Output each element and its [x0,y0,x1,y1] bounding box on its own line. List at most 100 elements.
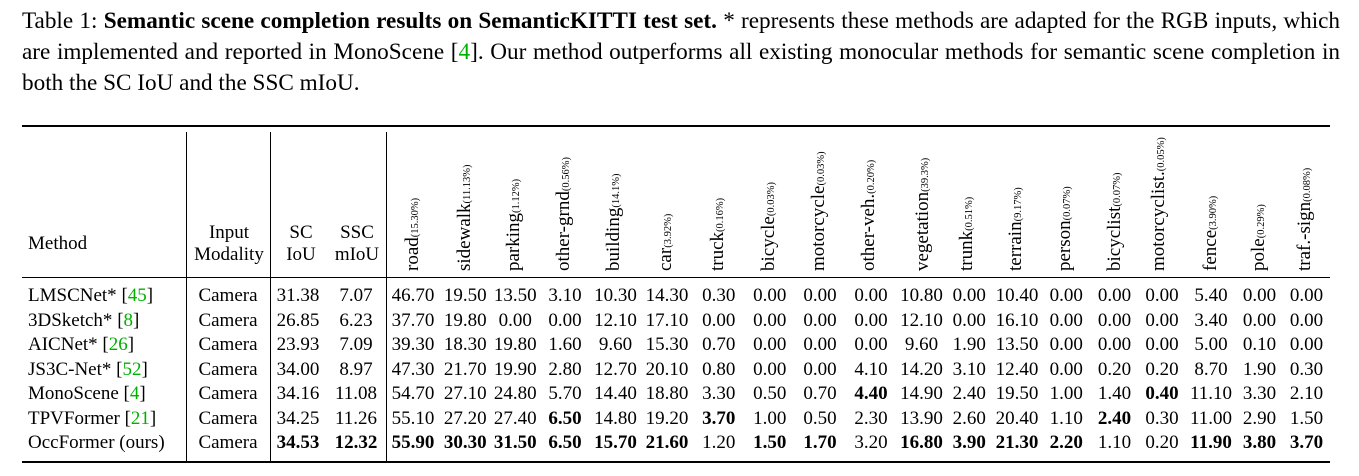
method-cell: JS3C-Net* [52] [28,358,148,380]
class-iou-cell: 1.50 [753,432,787,453]
modality-cell: Camera [198,432,258,453]
class-iou-cell: 0.00 [753,309,787,331]
caption-text-tail: ]. Our method outperforms all existing m… [22,39,1340,96]
class-name: motorcycle [808,185,829,271]
table-row: 3DSketch* [8] Camera 26.85 6.23 37.70 19.80 0.… [22,309,1330,334]
class-percentage: (0.16%) [715,197,726,232]
class-iou-cell: 14.40 [594,383,637,404]
class-iou-cell: 14.30 [645,285,689,306]
class-iou-cell: 0.10 [1242,334,1277,355]
class-name: bicycle [758,216,779,271]
class-iou-cell: 37.70 [391,309,435,331]
class-name: other-veh. [858,193,879,271]
class-iou-cell: 0.30 [1289,358,1324,380]
class-iou-cell: 2.60 [952,407,986,429]
sc-iou-cell: 34.53 [276,432,320,453]
class-iou-cell: 12.40 [995,358,1039,380]
class-iou-cell: 16.80 [900,432,943,453]
class-iou-cell: 0.00 [1049,309,1083,331]
class-iou-cell: 19.50 [443,285,487,306]
table-row: AICNet* [26] Camera 23.93 7.09 39.30 18.30 19.… [22,333,1330,358]
class-name: person [1054,220,1075,271]
sc-iou-cell: 26.85 [276,309,320,331]
class-name: other-grnd [553,191,574,271]
class-name: vegetation [912,191,933,271]
class-iou-cell: 19.50 [995,383,1039,404]
class-percentage: (9.17%) [1013,187,1024,222]
class-iou-cell: 0.20 [1097,358,1132,380]
class-iou-cell: 15.30 [645,334,689,355]
class-iou-cell: 31.50 [493,432,537,453]
class-percentage: (0.03%) [766,182,777,217]
class-iou-cell: 12.70 [594,358,637,380]
class-name: building [603,207,624,271]
citation-link[interactable]: 52 [122,358,142,380]
class-iou-cell: 54.70 [391,383,435,404]
class-name: truck [707,231,728,271]
citation-link[interactable]: 4 [129,383,140,404]
class-iou-cell: 3.90 [952,432,986,453]
class-iou-cell: 27.20 [443,407,487,429]
class-percentage: (0.20%) [866,159,877,194]
class-iou-cell: 1.10 [1097,432,1132,453]
citation-link[interactable]: 45 [127,285,147,306]
class-iou-cell: 0.00 [1049,334,1083,355]
caption-title: Semantic scene completion results on Sem… [103,8,717,34]
class-iou-cell: 0.00 [952,285,986,306]
class-iou-cell: 0.00 [803,334,837,355]
class-iou-cell: 3.10 [952,358,986,380]
header-rule [22,277,1330,279]
method-cell: TPVFormer [21] [28,407,157,429]
class-iou-cell: 0.00 [1289,285,1324,306]
class-iou-cell: 11.10 [1189,383,1233,404]
class-percentage: (0.07%) [1112,172,1123,207]
class-iou-cell: 2.90 [1242,407,1277,429]
class-percentage: (39.3%) [920,157,931,192]
caption-ref-link[interactable]: 4 [458,39,471,65]
class-iou-cell: 1.00 [1049,383,1083,404]
class-iou-cell: 0.00 [1049,358,1083,380]
class-iou-cell: 0.70 [803,383,837,404]
ssc-miou-cell: 6.23 [339,309,373,331]
class-iou-cell: 2.30 [854,407,888,429]
class-iou-cell: 1.90 [952,334,986,355]
class-percentage: (1.12%) [511,178,522,213]
class-iou-cell: 5.00 [1194,334,1228,355]
class-iou-cell: 14.90 [900,383,943,404]
class-iou-cell: 14.20 [900,358,943,380]
class-iou-cell: 3.70 [702,407,736,429]
class-iou-cell: 1.10 [1049,407,1083,429]
method-cell: MonoScene [4] [28,383,146,404]
ssc-miou-cell: 11.08 [334,383,378,404]
class-iou-cell: 3.30 [702,383,736,404]
class-iou-cell: 4.40 [854,383,888,404]
class-iou-cell: 11.00 [1189,407,1233,429]
class-iou-cell: 55.10 [391,407,435,429]
class-iou-cell: 21.70 [443,358,487,380]
class-percentage: (0.03%) [816,151,827,186]
results-table: LMSCNet* [45] Camera 31.38 7.07 46.70 19.50 13… [22,284,1330,456]
class-iou-cell: 27.40 [493,407,537,429]
class-iou-cell: 0.00 [498,309,532,331]
class-iou-cell: 0.70 [702,334,736,355]
class-name: fence [1200,229,1221,271]
class-iou-cell: 3.10 [548,285,582,306]
class-iou-cell: 6.50 [548,407,582,429]
citation-link[interactable]: 26 [108,334,128,355]
sc-iou-cell: 23.93 [276,334,320,355]
class-iou-cell: 0.00 [1049,285,1083,306]
table-row: OccFormer (ours) Camera 34.53 12.32 55.90 30.… [22,431,1330,456]
modality-cell: Camera [198,334,258,355]
sc-iou-cell: 34.00 [276,358,320,380]
class-iou-cell: 39.30 [391,334,435,355]
class-iou-cell: 9.60 [598,334,633,355]
class-iou-cell: 4.10 [854,358,888,380]
class-iou-cell: 19.80 [493,334,537,355]
citation-link[interactable]: 21 [130,407,150,429]
class-percentage: (0.29%) [1256,204,1267,239]
header-method: Method [28,233,88,254]
modality-cell: Camera [198,285,258,306]
citation-link[interactable]: 8 [123,309,134,331]
class-iou-cell: 3.20 [854,432,888,453]
class-iou-cell: 24.80 [493,383,537,404]
